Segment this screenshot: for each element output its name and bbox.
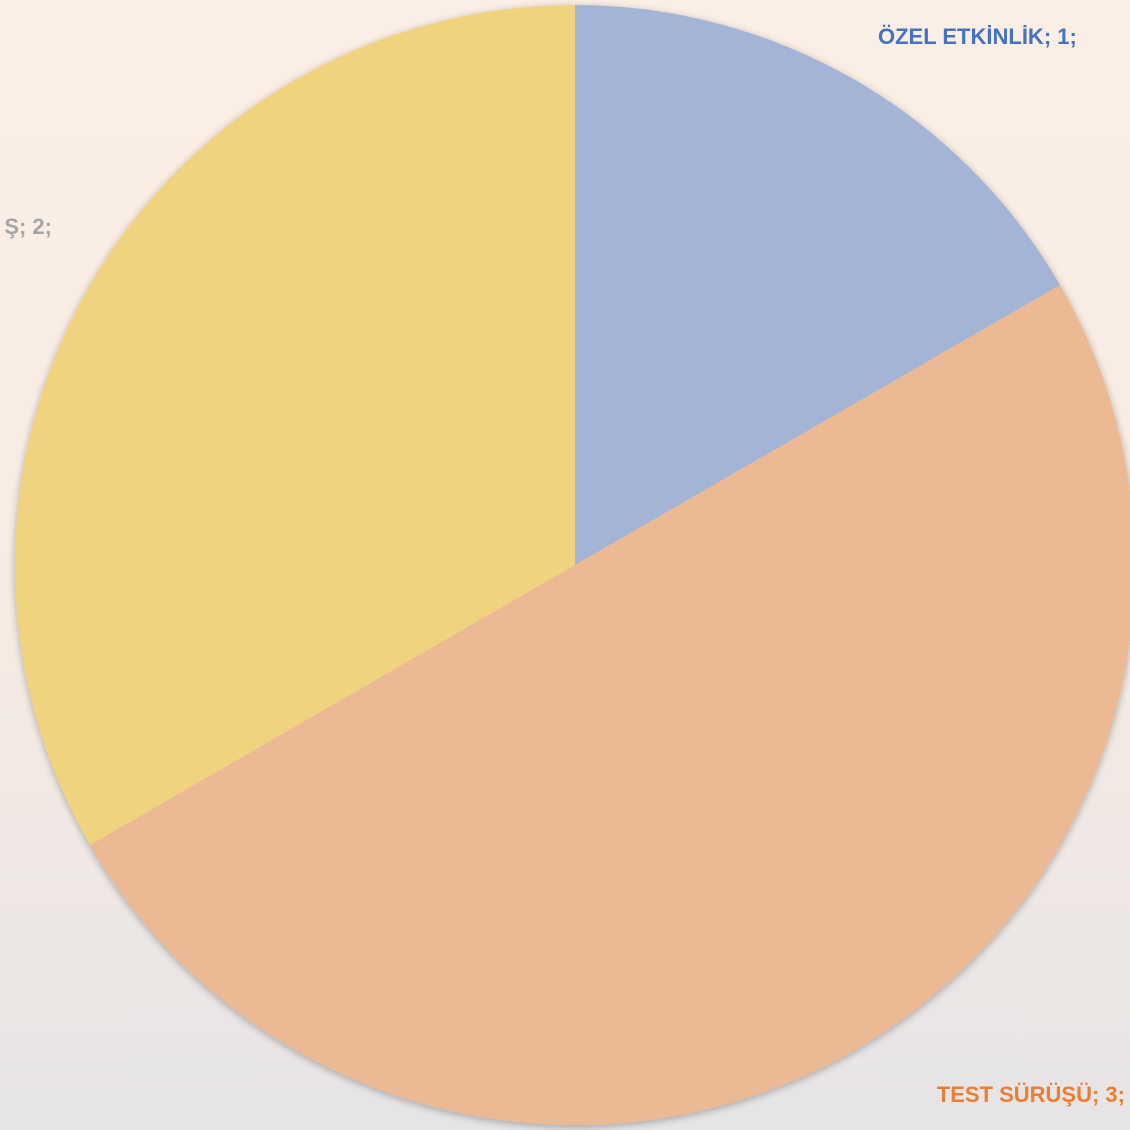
data-label: TEST SÜRÜŞÜ; 3; [937,1082,1125,1107]
labels: ÖZEL ETKİNLİK; 1; TEST SÜRÜŞÜ; 3; Ş; 2; [4,24,1125,1107]
pie [15,5,1130,1125]
data-label: Ş; 2; [4,214,52,239]
pie-slice [15,5,576,845]
pie-slice [575,5,1060,565]
data-label: ÖZEL ETKİNLİK; 1; [878,24,1077,49]
pie-slice [90,285,1130,1125]
